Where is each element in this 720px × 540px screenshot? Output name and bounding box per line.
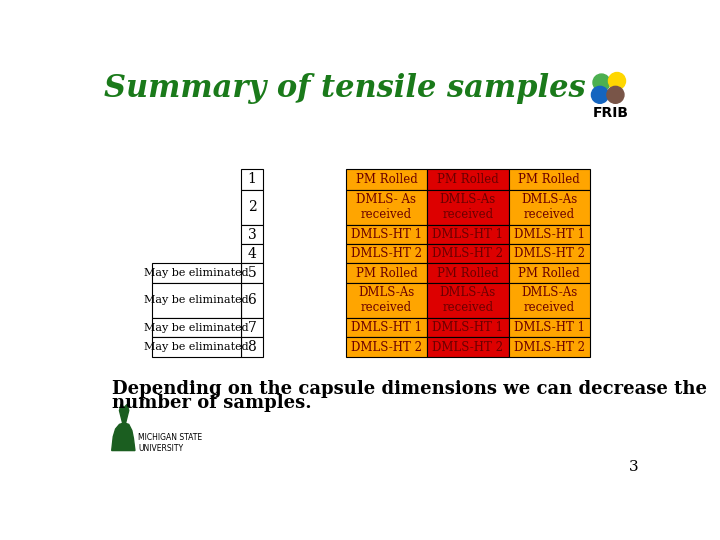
Text: Summary of tensile samples: Summary of tensile samples [104, 72, 585, 104]
Bar [427, 190, 508, 225]
Bar [241, 283, 263, 318]
Text: 3: 3 [248, 227, 256, 241]
Bar [346, 264, 427, 283]
Text: DMLS-As
received: DMLS-As received [440, 286, 496, 314]
Circle shape [608, 72, 626, 90]
Bar [346, 225, 427, 244]
Bar [241, 338, 263, 356]
Bar [427, 338, 508, 356]
Text: DMLS-HT 1: DMLS-HT 1 [513, 228, 585, 241]
Text: DMLS-HT 2: DMLS-HT 2 [513, 247, 585, 260]
Text: PM Rolled: PM Rolled [518, 267, 580, 280]
Bar [241, 244, 263, 264]
Bar [508, 225, 590, 244]
Bar [508, 338, 590, 356]
Text: DMLS-As
received: DMLS-As received [440, 193, 496, 221]
Bar [508, 283, 590, 318]
Text: DMLS-HT 2: DMLS-HT 2 [351, 341, 422, 354]
Bar [508, 168, 590, 190]
Text: DMLS-HT 2: DMLS-HT 2 [432, 247, 503, 260]
Text: DMLS-HT 1: DMLS-HT 1 [432, 321, 503, 334]
Text: 3: 3 [629, 461, 639, 475]
Text: PM Rolled: PM Rolled [356, 173, 418, 186]
Bar [508, 264, 590, 283]
Text: May be eliminated: May be eliminated [144, 268, 249, 278]
Circle shape [591, 86, 608, 103]
Text: DMLS-HT 1: DMLS-HT 1 [351, 321, 422, 334]
Text: DMLS-As
received: DMLS-As received [359, 286, 415, 314]
Bar [241, 264, 263, 283]
Text: May be eliminated: May be eliminated [144, 342, 249, 352]
Circle shape [607, 86, 624, 103]
Text: FRIB: FRIB [593, 106, 629, 120]
Bar [152, 338, 241, 356]
Bar [346, 338, 427, 356]
Text: Depending on the capsule dimensions we can decrease the: Depending on the capsule dimensions we c… [112, 381, 707, 399]
Text: DMLS-As
received: DMLS-As received [521, 286, 577, 314]
Bar [427, 283, 508, 318]
Text: DMLS- As
received: DMLS- As received [356, 193, 416, 221]
Text: May be eliminated: May be eliminated [144, 295, 249, 306]
Bar [152, 264, 241, 283]
Text: 8: 8 [248, 340, 256, 354]
Text: PM Rolled: PM Rolled [437, 267, 499, 280]
Bar [241, 225, 263, 244]
Bar [346, 168, 427, 190]
Text: 2: 2 [248, 200, 256, 214]
Bar [346, 244, 427, 264]
Text: DMLS-HT 2: DMLS-HT 2 [432, 341, 503, 354]
Bar [427, 244, 508, 264]
Text: 4: 4 [248, 247, 256, 261]
Bar [427, 225, 508, 244]
Text: 7: 7 [248, 321, 256, 335]
Polygon shape [112, 423, 135, 450]
Bar [508, 318, 590, 338]
Text: DMLS-HT 2: DMLS-HT 2 [513, 341, 585, 354]
Text: DMLS-HT 1: DMLS-HT 1 [432, 228, 503, 241]
Bar [241, 190, 263, 225]
Text: DMLS-HT 2: DMLS-HT 2 [351, 247, 422, 260]
Text: MICHIGAN STATE
UNIVERSITY: MICHIGAN STATE UNIVERSITY [138, 433, 202, 453]
Text: DMLS-HT 1: DMLS-HT 1 [351, 228, 422, 241]
Text: PM Rolled: PM Rolled [518, 173, 580, 186]
Bar [346, 318, 427, 338]
Text: May be eliminated: May be eliminated [144, 323, 249, 333]
Bar [427, 264, 508, 283]
Bar [508, 190, 590, 225]
Bar [508, 244, 590, 264]
Bar [427, 318, 508, 338]
Bar [241, 168, 263, 190]
Bar [152, 283, 241, 318]
Bar [346, 283, 427, 318]
Text: DMLS-As
received: DMLS-As received [521, 193, 577, 221]
Text: number of samples.: number of samples. [112, 394, 311, 413]
Text: DMLS-HT 1: DMLS-HT 1 [513, 321, 585, 334]
Bar [346, 190, 427, 225]
Text: 6: 6 [248, 293, 256, 307]
Text: PM Rolled: PM Rolled [437, 173, 499, 186]
Text: PM Rolled: PM Rolled [356, 267, 418, 280]
Bar [427, 168, 508, 190]
Bar [241, 318, 263, 338]
Polygon shape [120, 404, 129, 423]
Text: 5: 5 [248, 266, 256, 280]
Text: 1: 1 [248, 172, 256, 186]
Circle shape [593, 74, 610, 91]
Bar [152, 318, 241, 338]
